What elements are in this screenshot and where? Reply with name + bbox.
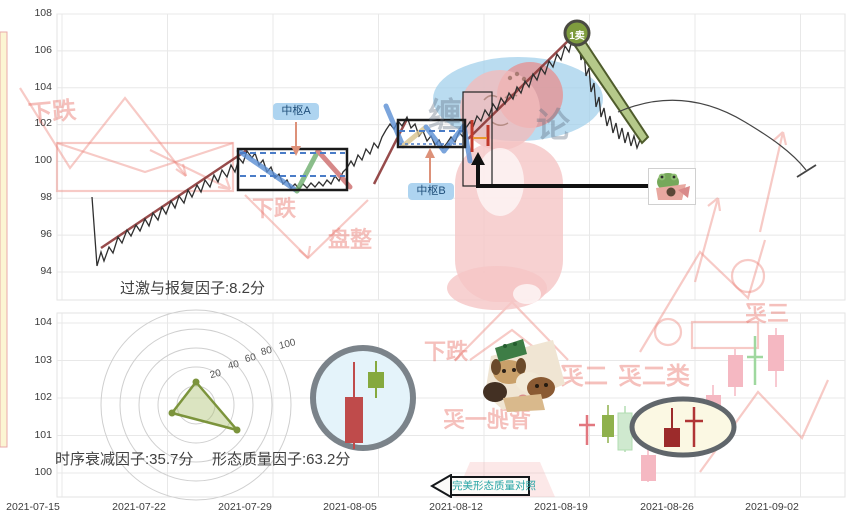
pattern-quality-factor-text: 形态质量因子:63.2分 (212, 451, 351, 468)
perfect-comparison-label: 完美形态质量对照 (450, 476, 536, 496)
watermark-text-xiadie-3: 下跌 (424, 339, 469, 364)
overreaction-factor-text: 过激与报复因子:8.2分 (120, 280, 266, 297)
top-y-tick: 104 (34, 81, 52, 93)
top-y-tick: 102 (34, 117, 52, 129)
bottom-y-tick: 100 (34, 466, 52, 478)
watermark-text-chan: 缠 (428, 97, 462, 135)
pivot-b-arrow (425, 148, 435, 183)
top-y-tick: 106 (34, 44, 52, 56)
top-y-tick: 98 (40, 191, 52, 203)
candle-dark-red (664, 408, 680, 447)
bottom-y-tick: 102 (34, 391, 52, 403)
candle-pink-4 (768, 328, 784, 387)
watermark-text-lun: 论 (536, 107, 570, 145)
candle-doji-green (747, 336, 763, 385)
projection-arc (617, 99, 817, 178)
watermark-text-panzheng: 盘整 (328, 227, 373, 252)
x-axis-label: 2021-09-02 (745, 501, 799, 513)
candle-doji-red (579, 415, 595, 445)
pattern-highlight-ellipse (629, 396, 737, 458)
measure-annotation (462, 91, 493, 187)
x-axis-label: 2021-07-15 (6, 501, 60, 513)
exemplar-red-candle (345, 362, 363, 449)
watermark-text-xiadie-2: 下跌 (252, 196, 297, 221)
perfect-pattern-circle (310, 345, 416, 451)
top-y-tick: 108 (34, 7, 52, 19)
x-axis-label: 2021-08-05 (323, 501, 377, 513)
x-axis-label: 2021-08-19 (534, 501, 588, 513)
exemplar-green-candle (368, 361, 384, 398)
sell-marker-label: 1卖 (569, 31, 585, 42)
black-arrow-connector (471, 152, 649, 188)
bottom-y-tick: 104 (34, 316, 52, 328)
candlestick-series (579, 328, 784, 482)
radar-chart (100, 309, 292, 501)
x-axis-label: 2021-07-29 (218, 501, 272, 513)
watermark-text-lei-ermai: 类二买 (618, 363, 690, 390)
pen-segments-pivot-a (236, 148, 353, 194)
trend-lines (100, 33, 576, 250)
radar-polygon (170, 380, 239, 432)
pivot-b-tag: 中枢B (408, 183, 454, 200)
bottom-y-tick: 103 (34, 354, 52, 366)
pivot-box-b (396, 118, 467, 149)
x-axis-label: 2021-08-26 (640, 501, 694, 513)
candle-green (602, 405, 614, 443)
pivot-a-arrow (291, 122, 301, 156)
top-y-tick: 94 (40, 265, 52, 277)
x-axis-label: 2021-08-12 (429, 501, 483, 513)
candle-doji-dark-red (685, 407, 703, 447)
pivot-a-tag: 中枢A (273, 103, 319, 120)
time-decay-factor-text: 时序衰减因子:35.7分 (55, 451, 194, 468)
top-y-tick: 100 (34, 154, 52, 166)
candle-pink-3 (728, 349, 743, 396)
x-axis-label: 2021-07-22 (112, 501, 166, 513)
bottom-y-tick: 101 (34, 429, 52, 441)
sell-marker-circle (563, 19, 591, 47)
candle-pink-1 (641, 448, 656, 482)
top-y-tick: 96 (40, 228, 52, 240)
watermark-left-strip (0, 31, 8, 448)
watermark-text-sanmai: 三买 (745, 301, 790, 326)
watermark-text-ermai: 二买 (560, 363, 608, 390)
